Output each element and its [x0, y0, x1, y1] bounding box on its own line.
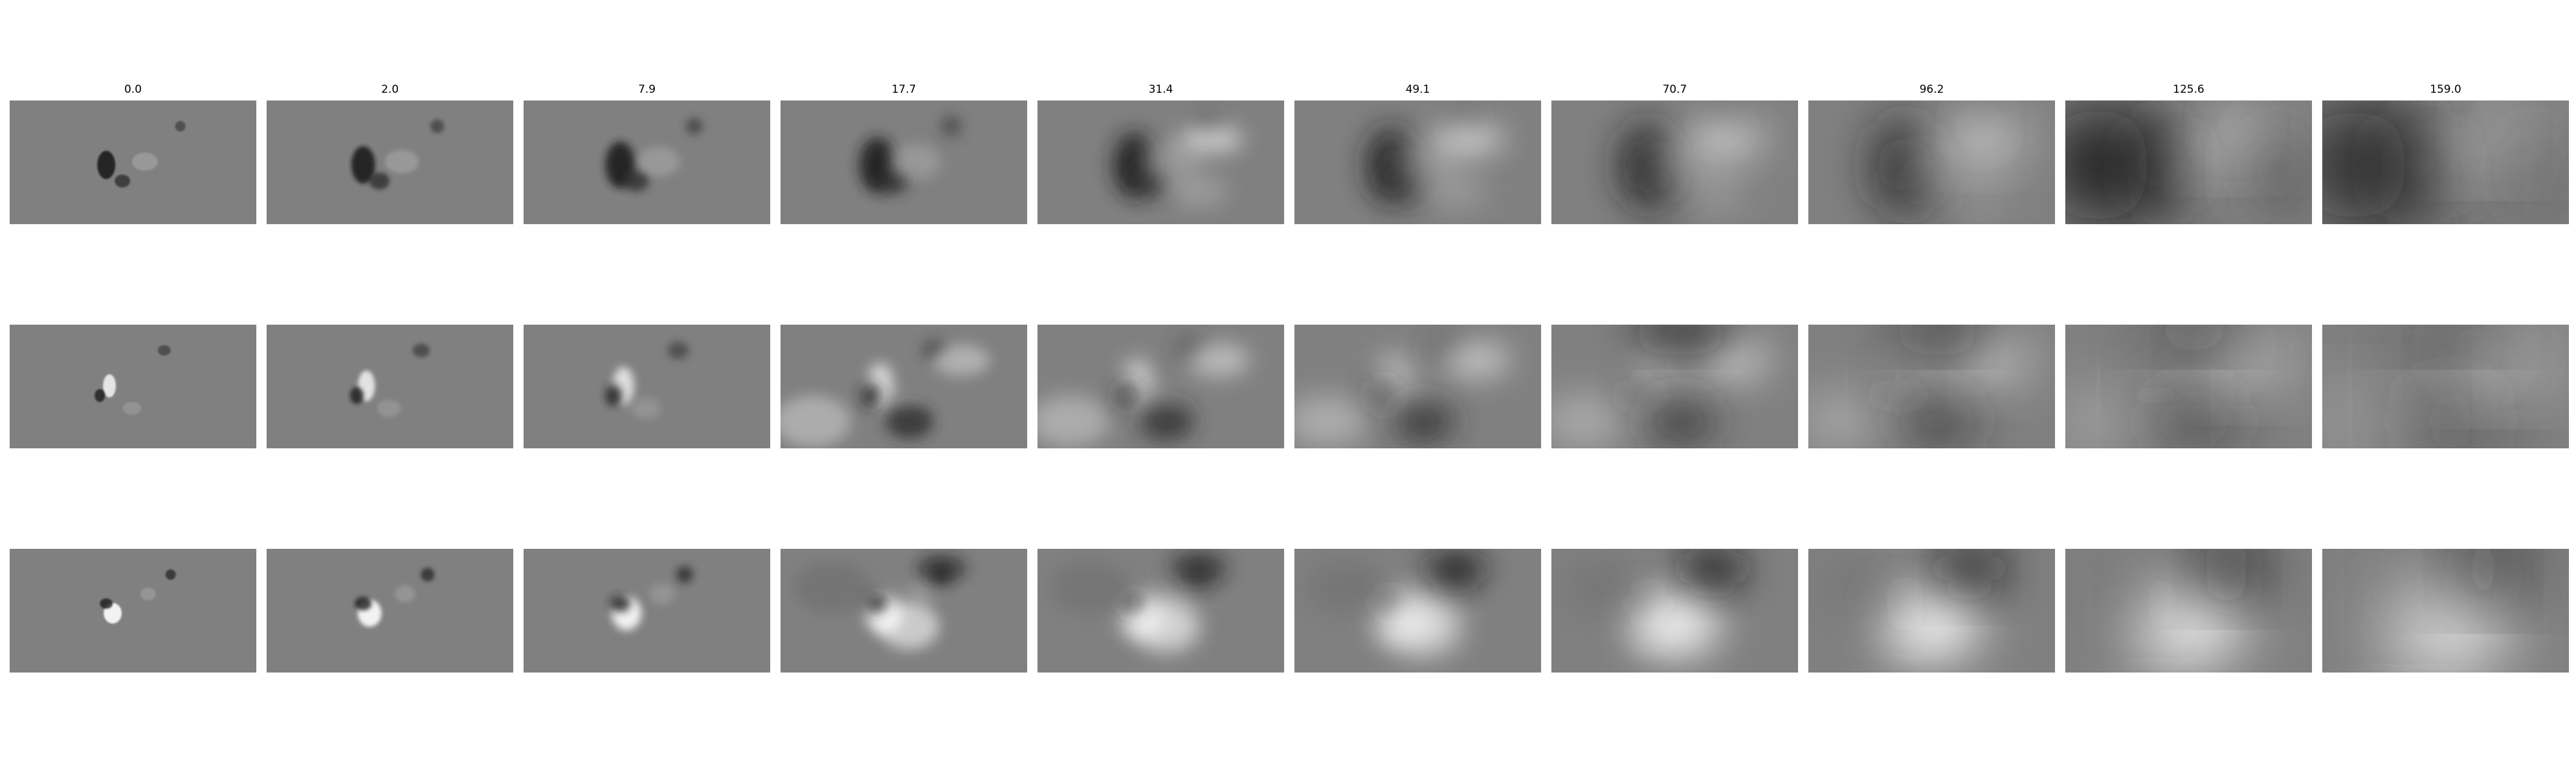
grayscale-panel — [1294, 100, 1541, 224]
grayscale-panel — [10, 325, 256, 448]
grayscale-panel — [781, 100, 1027, 224]
column-title: 159.0 — [2430, 83, 2461, 96]
grayscale-panel — [1037, 100, 1284, 224]
grayscale-panel — [267, 100, 513, 224]
grayscale-panel — [524, 549, 770, 673]
grayscale-panel — [524, 100, 770, 224]
grayscale-panel — [10, 100, 256, 224]
column-title: 17.7 — [891, 83, 916, 96]
grayscale-panel — [1037, 549, 1284, 673]
grayscale-panel — [1294, 549, 1541, 673]
column-title: 96.2 — [1919, 83, 1944, 96]
grayscale-panel — [2065, 549, 2312, 673]
grayscale-panel — [1551, 549, 1798, 673]
grayscale-panel — [1037, 325, 1284, 448]
grayscale-panel — [781, 549, 1027, 673]
grayscale-panel — [1808, 100, 2055, 224]
grayscale-panel — [2065, 100, 2312, 224]
column-title: 125.6 — [2173, 83, 2204, 96]
grayscale-panel — [1551, 100, 1798, 224]
column-title: 31.4 — [1148, 83, 1173, 96]
column-title: 49.1 — [1405, 83, 1430, 96]
grayscale-panel — [781, 325, 1027, 448]
grayscale-panel — [524, 325, 770, 448]
grayscale-panel — [2322, 325, 2569, 448]
grayscale-panel — [1808, 325, 2055, 448]
column-title: 0.0 — [124, 83, 142, 96]
grayscale-panel — [1294, 325, 1541, 448]
column-title: 7.9 — [638, 83, 656, 96]
grayscale-panel — [2322, 549, 2569, 673]
grayscale-panel — [2322, 100, 2569, 224]
grayscale-panel — [267, 325, 513, 448]
column-title: 2.0 — [381, 83, 399, 96]
grayscale-panel — [267, 549, 513, 673]
grayscale-panel — [1808, 549, 2055, 673]
column-title: 70.7 — [1662, 83, 1687, 96]
grayscale-panel — [10, 549, 256, 673]
grayscale-panel — [1551, 325, 1798, 448]
grayscale-panel — [2065, 325, 2312, 448]
